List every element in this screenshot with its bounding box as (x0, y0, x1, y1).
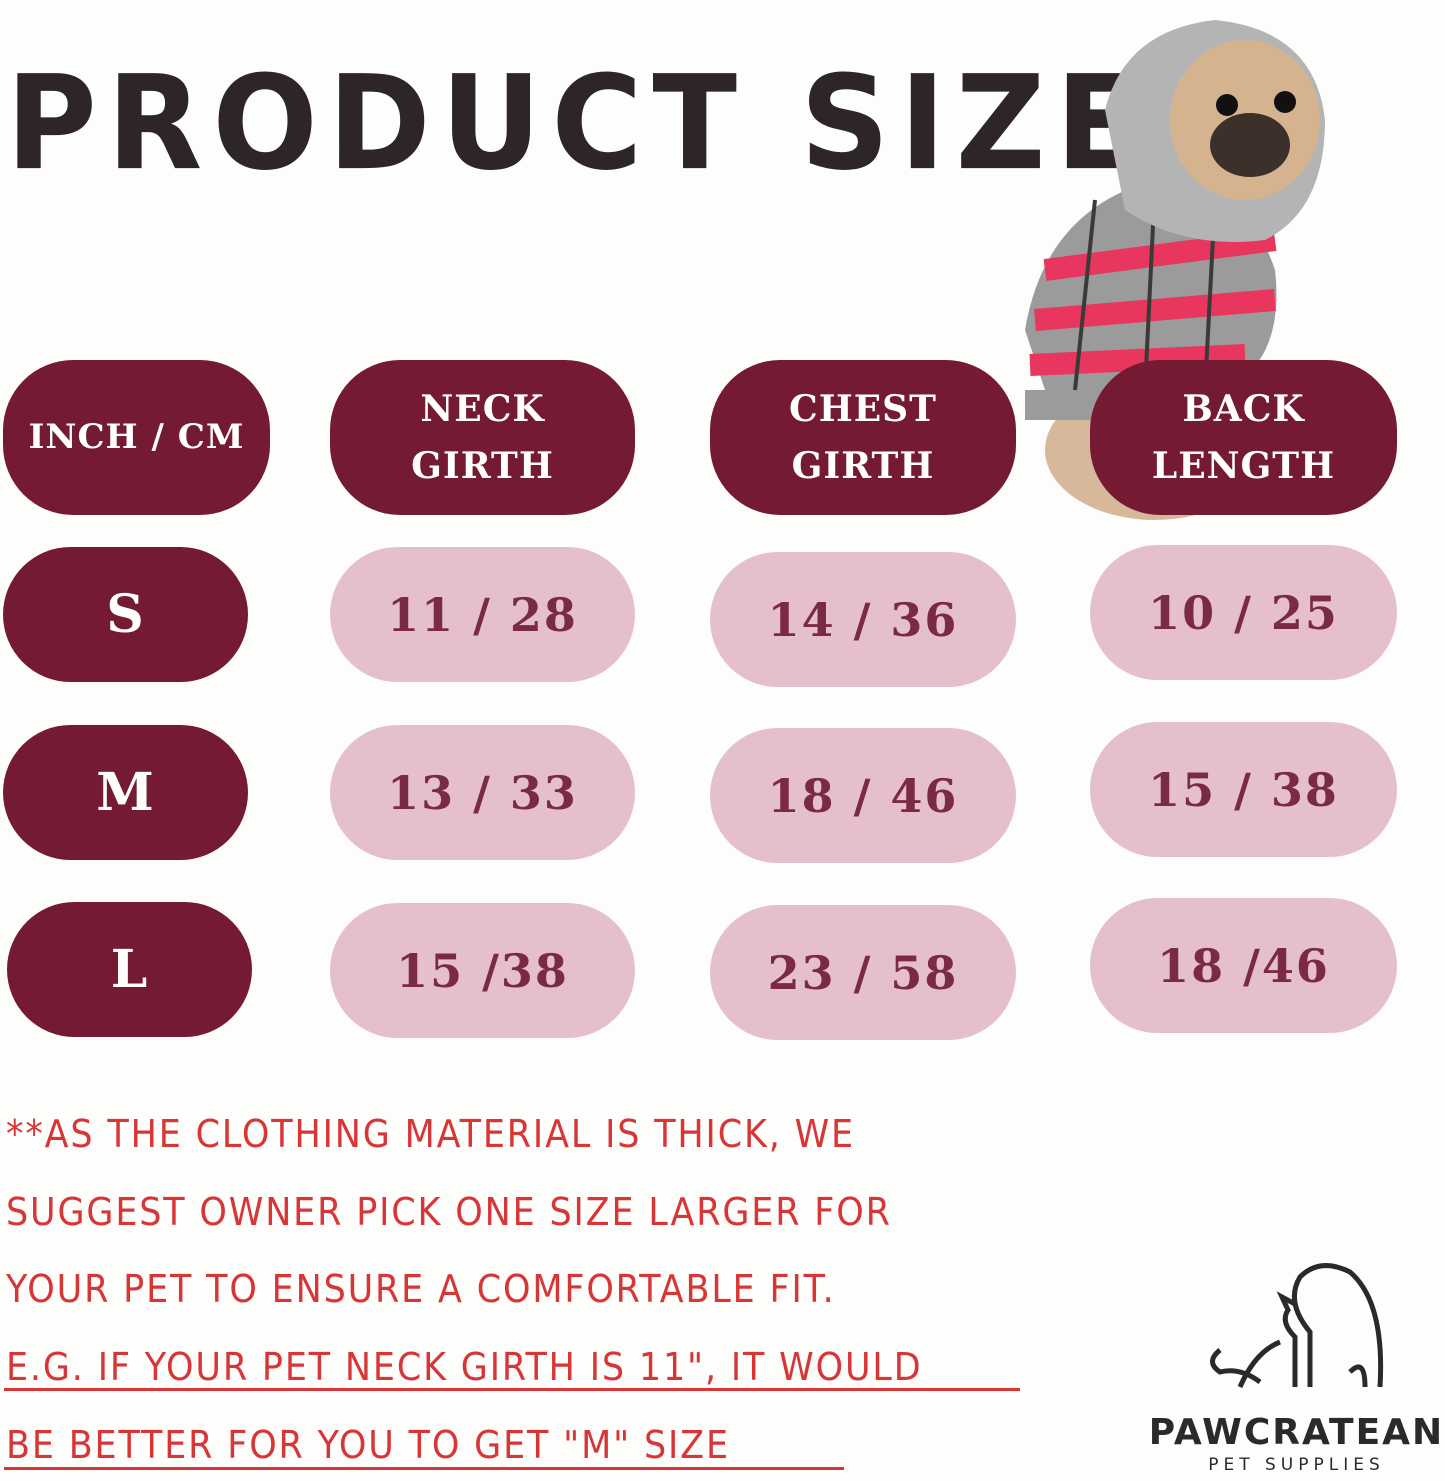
header-neck-girth: NECK GIRTH (330, 360, 635, 515)
brand: PAWCRATEAN PET SUPPLIES (1148, 1412, 1445, 1475)
back-s: 10 / 25 (1090, 545, 1397, 680)
header-line: CHEST (789, 387, 937, 430)
brand-tagline: PET SUPPLIES (1208, 1455, 1385, 1475)
dog-cat-logo-icon (1210, 1263, 1384, 1388)
pug-product-photo-icon (1025, 20, 1325, 520)
header-unit: INCH / CM (3, 360, 270, 515)
note-line: BE BETTER FOR YOU TO GET "M" SIZE (6, 1423, 730, 1467)
header-back-length: BACK LENGTH (1090, 360, 1397, 515)
neck-m: 13 / 33 (330, 725, 635, 860)
page-title: PRODUCT SIZE (6, 48, 1151, 200)
header-line: GIRTH (411, 444, 554, 487)
header-line: BACK (1182, 387, 1305, 430)
header-unit-label: INCH / CM (28, 417, 245, 457)
back-m: 15 / 38 (1090, 722, 1397, 857)
neck-l: 15 /38 (330, 903, 635, 1038)
chest-s: 14 / 36 (710, 552, 1016, 687)
brand-name: PAWCRATEAN (1148, 1412, 1445, 1453)
note-line: **AS THE CLOTHING MATERIAL IS THICK, WE (6, 1112, 855, 1156)
underline (4, 1467, 844, 1470)
note-line: SUGGEST OWNER PICK ONE SIZE LARGER FOR (6, 1190, 892, 1234)
header-line: NECK (420, 387, 545, 430)
header-line: GIRTH (791, 444, 935, 487)
size-m: M (3, 725, 248, 860)
header-chest-girth: CHEST GIRTH (710, 360, 1016, 515)
underline (4, 1388, 1020, 1391)
note-line: E.G. IF YOUR PET NECK GIRTH IS 11", IT W… (6, 1345, 923, 1389)
note-line: YOUR PET TO ENSURE A COMFORTABLE FIT. (6, 1267, 836, 1311)
neck-s: 11 / 28 (330, 547, 635, 682)
header-line: LENGTH (1151, 444, 1336, 487)
back-l: 18 /46 (1090, 898, 1397, 1033)
size-s: S (3, 547, 248, 682)
size-l: L (7, 902, 252, 1037)
chest-l: 23 / 58 (710, 905, 1016, 1040)
chest-m: 18 / 46 (710, 728, 1016, 863)
